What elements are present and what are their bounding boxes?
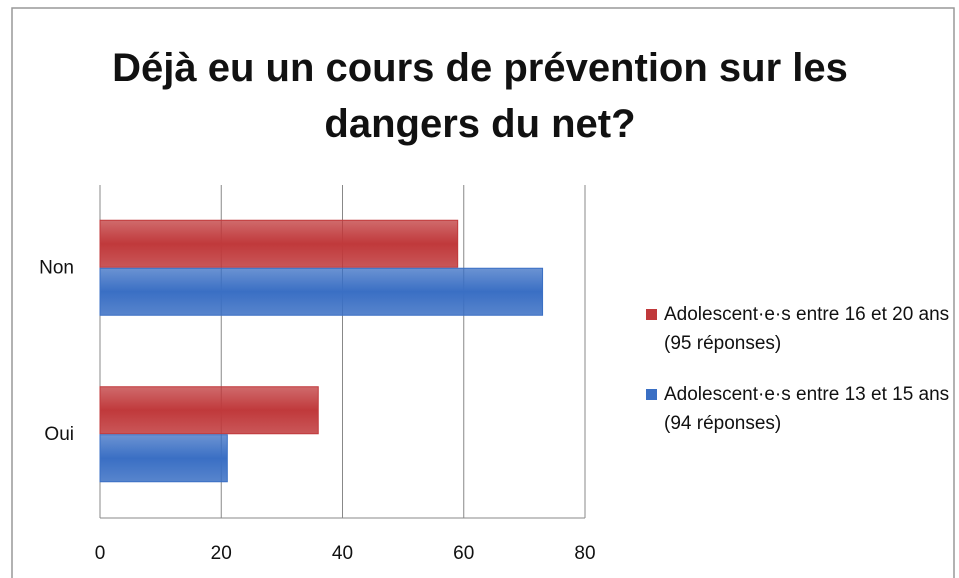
legend-swatch [646, 309, 657, 320]
bar [99, 267, 544, 316]
x-tick-label: 80 [574, 543, 595, 564]
x-tick-label: 0 [95, 543, 106, 564]
x-tick-label: 40 [332, 543, 353, 564]
bar [99, 434, 228, 483]
legend-swatch [646, 389, 657, 400]
legend-label: Adolescent·e·s entre 16 et 20 ans (95 ré… [664, 304, 950, 354]
legend-label: Adolescent·e·s entre 13 et 15 ans (94 ré… [664, 384, 950, 434]
x-tick-label: 60 [453, 543, 474, 564]
bar [99, 219, 459, 268]
legend: Adolescent·e·s entre 16 et 20 ans (95 ré… [644, 300, 954, 460]
y-tick-label: Oui [44, 424, 74, 445]
x-tick-label: 20 [211, 543, 232, 564]
legend-item: Adolescent·e·s entre 13 et 15 ans (94 ré… [644, 380, 954, 438]
chart-frame [11, 7, 955, 578]
legend-item: Adolescent·e·s entre 16 et 20 ans (95 ré… [644, 300, 954, 358]
y-tick-label: Non [39, 257, 74, 278]
chart-title: Déjà eu un cours de prévention sur les d… [112, 46, 848, 146]
bar [99, 386, 319, 435]
